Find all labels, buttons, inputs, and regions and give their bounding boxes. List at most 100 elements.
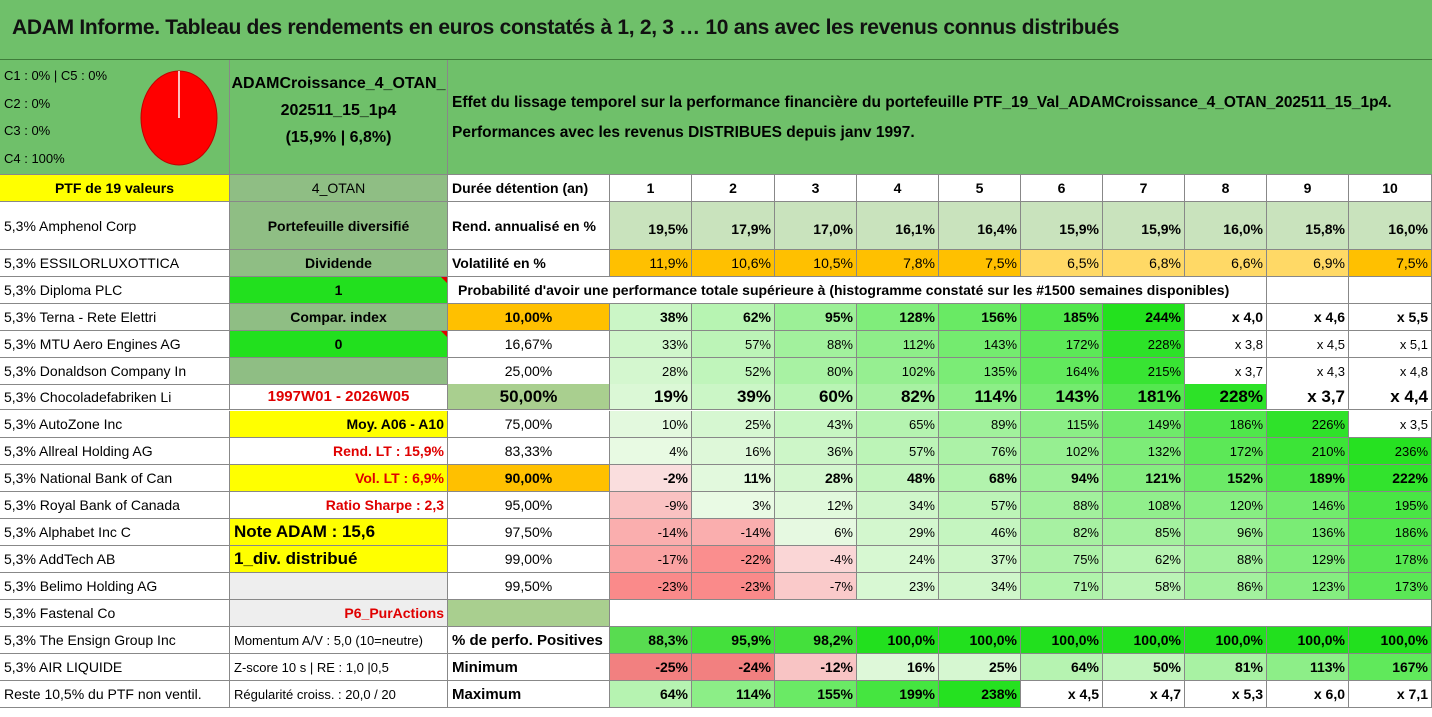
volatility-cell[interactable]: 6,8% [1103, 250, 1185, 277]
performance-cell[interactable]: 65% [857, 411, 939, 438]
performance-cell[interactable]: 236% [1349, 438, 1432, 465]
performance-cell[interactable]: 82% [1021, 519, 1103, 546]
performance-cell[interactable]: 60% [775, 384, 857, 410]
maximum-cell[interactable]: x 6,0 [1267, 681, 1349, 708]
portfolio-type[interactable]: P6_PurActions [230, 600, 448, 627]
momentum-info[interactable]: Momentum A/V : 5,0 (10=neutre) [230, 627, 448, 654]
performance-cell[interactable]: 149% [1103, 411, 1185, 438]
empty-cell[interactable] [610, 600, 1432, 627]
performance-cell[interactable]: 210% [1267, 438, 1349, 465]
performance-cell[interactable]: 6% [775, 519, 857, 546]
holding-row[interactable]: 5,3% Donaldson Company In [0, 358, 230, 385]
performance-cell[interactable]: x 3,7 [1185, 358, 1267, 385]
minimum-cell[interactable]: 50% [1103, 654, 1185, 681]
performance-cell[interactable]: 36% [775, 438, 857, 465]
long-term-return[interactable]: Rend. LT : 15,9% [230, 438, 448, 465]
performance-cell[interactable]: 88% [1021, 492, 1103, 519]
holding-row[interactable]: 5,3% Diploma PLC [0, 277, 230, 304]
volatility-cell[interactable]: 10,5% [775, 250, 857, 277]
volatility-cell[interactable]: 11,9% [610, 250, 692, 277]
volatility-cell[interactable]: 7,8% [857, 250, 939, 277]
holding-row[interactable]: 5,3% National Bank of Can [0, 465, 230, 492]
performance-cell[interactable]: 132% [1103, 438, 1185, 465]
annual-return-cell[interactable]: 16,0% [1349, 202, 1432, 250]
minimum-cell[interactable]: 16% [857, 654, 939, 681]
holdings-header[interactable]: PTF de 19 valeurs [0, 175, 230, 202]
probability-level[interactable]: 75,00% [448, 411, 610, 438]
performance-cell[interactable]: 28% [610, 358, 692, 385]
holding-row[interactable]: 5,3% Alphabet Inc C [0, 519, 230, 546]
annual-return-cell[interactable]: 19,5% [610, 202, 692, 250]
performance-cell[interactable]: x 4,3 [1267, 358, 1349, 385]
performance-cell[interactable]: 71% [1021, 573, 1103, 600]
performance-cell[interactable]: 57% [939, 492, 1021, 519]
maximum-cell[interactable]: x 5,3 [1185, 681, 1267, 708]
performance-cell[interactable]: 178% [1349, 546, 1432, 573]
performance-cell[interactable]: 39% [692, 384, 775, 410]
annual-return-cell[interactable]: 16,1% [857, 202, 939, 250]
regularity-info[interactable]: Régularité croiss. : 20,0 / 20 [230, 681, 448, 708]
positive-perf-cell[interactable]: 100,0% [939, 627, 1021, 654]
adam-score[interactable]: Note ADAM : 15,6 [230, 519, 448, 546]
performance-cell[interactable]: 226% [1267, 411, 1349, 438]
volatility-cell[interactable]: 6,5% [1021, 250, 1103, 277]
index-compare-tag[interactable]: Compar. index [230, 304, 448, 331]
performance-cell[interactable]: -2% [610, 465, 692, 492]
positive-perf-cell[interactable]: 100,0% [1349, 627, 1432, 654]
volatility-cell[interactable]: 7,5% [1349, 250, 1432, 277]
performance-cell[interactable]: 156% [939, 304, 1021, 331]
holding-row[interactable]: 5,3% Amphenol Corp [0, 202, 230, 250]
performance-cell[interactable]: 222% [1349, 465, 1432, 492]
year-header[interactable]: 9 [1267, 175, 1349, 202]
performance-cell[interactable]: -17% [610, 546, 692, 573]
probability-level[interactable]: 16,67% [448, 331, 610, 358]
performance-cell[interactable]: 88% [775, 331, 857, 358]
probability-level[interactable]: 97,50% [448, 519, 610, 546]
performance-cell[interactable]: 95% [775, 304, 857, 331]
volatility-cell[interactable]: 6,6% [1185, 250, 1267, 277]
positive-perf-cell[interactable]: 95,9% [692, 627, 775, 654]
performance-cell[interactable]: 112% [857, 331, 939, 358]
performance-cell[interactable]: 34% [939, 573, 1021, 600]
performance-cell[interactable]: x 3,7 [1267, 384, 1349, 410]
performance-cell[interactable]: 128% [857, 304, 939, 331]
probability-level[interactable]: 99,50% [448, 573, 610, 600]
performance-cell[interactable]: -23% [610, 573, 692, 600]
performance-cell[interactable]: 114% [939, 384, 1021, 410]
performance-cell[interactable]: x 4,5 [1267, 331, 1349, 358]
performance-cell[interactable]: 80% [775, 358, 857, 385]
empty-info[interactable] [230, 358, 448, 385]
index-compare-value[interactable]: 0 [230, 331, 448, 358]
performance-cell[interactable]: 185% [1021, 304, 1103, 331]
holding-row[interactable]: 5,3% Fastenal Co [0, 600, 230, 627]
positive-perf-label[interactable]: % de perfo. Positives [448, 627, 610, 654]
performance-cell[interactable]: 10% [610, 411, 692, 438]
performance-cell[interactable]: 164% [1021, 358, 1103, 385]
minimum-cell[interactable]: -12% [775, 654, 857, 681]
minimum-cell[interactable]: 25% [939, 654, 1021, 681]
holding-row[interactable]: 5,3% AutoZone Inc [0, 411, 230, 438]
performance-cell[interactable]: 38% [610, 304, 692, 331]
maximum-cell[interactable]: x 4,5 [1021, 681, 1103, 708]
performance-cell[interactable]: 48% [857, 465, 939, 492]
annual-return-cell[interactable]: 17,0% [775, 202, 857, 250]
performance-cell[interactable]: 215% [1103, 358, 1185, 385]
holding-row[interactable]: 5,3% The Ensign Group Inc [0, 627, 230, 654]
maximum-cell[interactable]: 199% [857, 681, 939, 708]
performance-cell[interactable]: 108% [1103, 492, 1185, 519]
empty-cell[interactable] [1349, 277, 1432, 304]
annual-return-cell[interactable]: 17,9% [692, 202, 775, 250]
performance-cell[interactable]: -14% [610, 519, 692, 546]
annual-return-label[interactable]: Rend. annualisé en % [448, 202, 610, 250]
performance-cell[interactable]: -4% [775, 546, 857, 573]
year-header[interactable]: 7 [1103, 175, 1185, 202]
zscore-info[interactable]: Z-score 10 s | RE : 1,0 |0,5 [230, 654, 448, 681]
performance-cell[interactable]: 189% [1267, 465, 1349, 492]
performance-cell[interactable]: x 4,4 [1349, 384, 1432, 410]
year-header[interactable]: 6 [1021, 175, 1103, 202]
performance-cell[interactable]: 152% [1185, 465, 1267, 492]
performance-cell[interactable]: 88% [1185, 546, 1267, 573]
performance-cell[interactable]: 11% [692, 465, 775, 492]
volatility-label[interactable]: Volatilité en % [448, 250, 610, 277]
performance-cell[interactable]: 86% [1185, 573, 1267, 600]
